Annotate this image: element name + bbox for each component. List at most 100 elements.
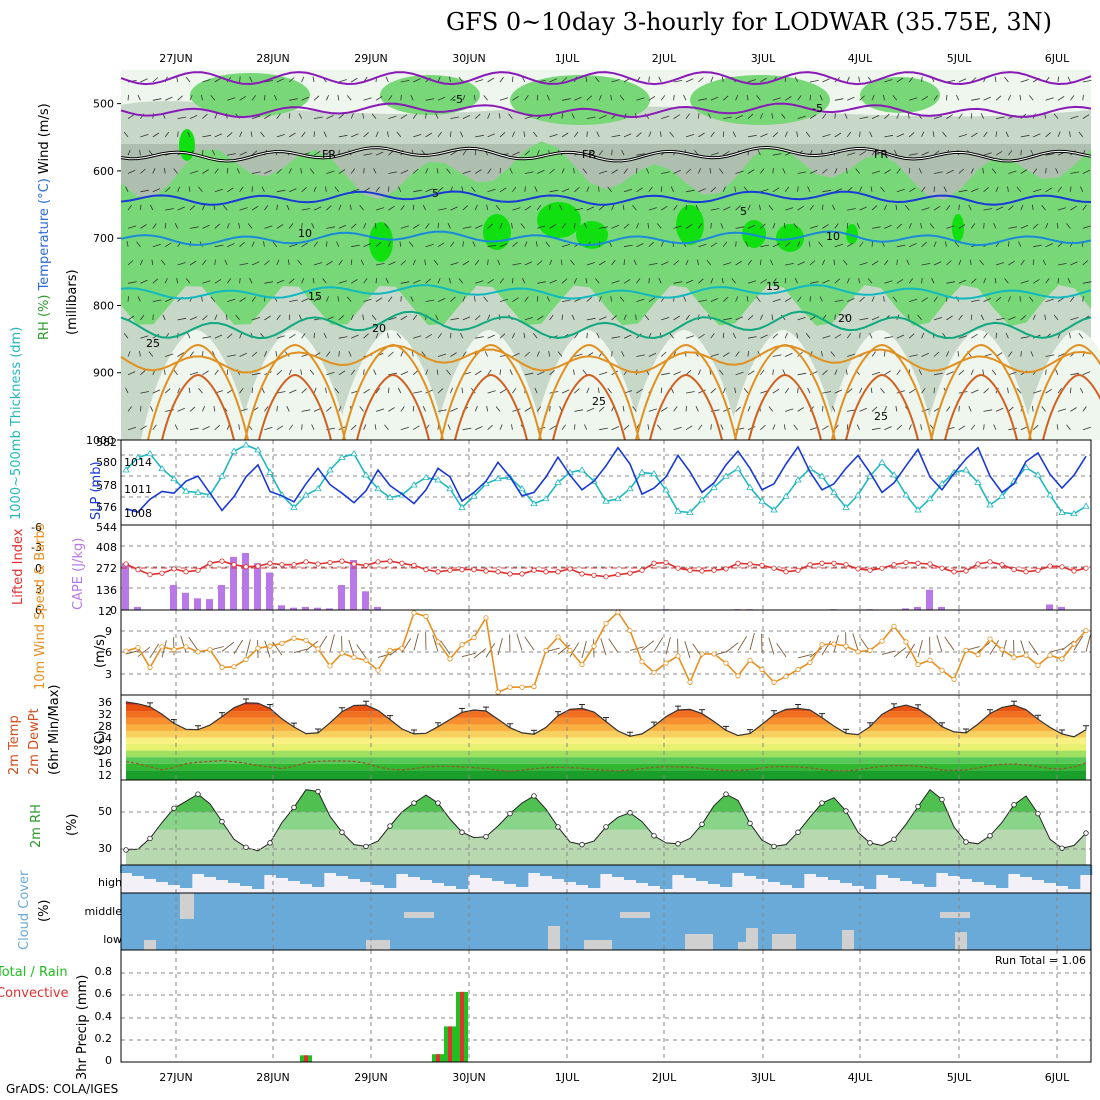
wind-barb: [895, 204, 898, 211]
wind-barb: [1032, 314, 1036, 321]
wind-barb: [822, 279, 830, 284]
rh-marker: [771, 843, 777, 850]
wind-barb: [214, 334, 223, 339]
y-tick-label: 32: [98, 708, 112, 721]
precip-conv-bar: [448, 1026, 452, 1062]
wind-barb: [648, 297, 656, 302]
lifted-index-line-marker: [1059, 564, 1065, 570]
wind-barb: [536, 406, 542, 412]
wind-barb: [884, 134, 894, 138]
thickness-line-marker: [1082, 502, 1090, 509]
wind-barb: [586, 317, 596, 321]
isotherm-fr-core: [120, 146, 1092, 162]
wind-speed-line-marker: [531, 683, 537, 690]
wind-barb: [375, 207, 385, 211]
wind-barb: [1019, 94, 1022, 101]
wind-barb: [1070, 317, 1079, 321]
lifted-index-line-marker: [1035, 567, 1041, 573]
wind-barb: [834, 299, 844, 302]
wind-barb: [847, 96, 855, 101]
wind-barb: [685, 189, 695, 193]
rh-marker: [579, 841, 585, 848]
wind-barb: [375, 241, 382, 247]
wind-barb: [946, 114, 953, 119]
lifted-index-line-marker: [327, 559, 333, 566]
wind-barb: [1032, 279, 1040, 284]
thickness-line-marker: [182, 487, 190, 494]
y-tick-label: 24: [98, 732, 112, 745]
wind-speed-line-marker: [183, 644, 189, 650]
wind-barb: [884, 224, 892, 229]
lifted-index-line-marker: [555, 569, 561, 575]
wind-barb: [896, 424, 903, 430]
wind-barb: [808, 241, 811, 247]
wind-barb: [1005, 131, 1009, 138]
lifted-axis-label: Lifted Index: [11, 528, 26, 605]
wind-barb: [574, 424, 576, 430]
wind-barb: [599, 115, 607, 119]
cloud-high-bar: [600, 865, 613, 874]
wind-barb: [784, 96, 792, 101]
wind-barb: [710, 424, 712, 430]
wind-barb: [413, 279, 421, 284]
lifted-index-line-marker: [135, 567, 141, 573]
y-tick-label: 50: [98, 805, 112, 818]
wind-barb: [298, 113, 302, 119]
wind-barb: [127, 204, 132, 211]
wind-barb: [586, 296, 593, 302]
cloud-high-bar: [1044, 865, 1057, 883]
wind-barb: [534, 387, 538, 394]
wind-speed-line-marker: [363, 657, 369, 663]
wind-barb: [621, 351, 625, 357]
wind-barb: [165, 353, 174, 357]
wind-barb: [450, 317, 460, 321]
wind-barb: [189, 94, 193, 101]
wind-barb: [400, 406, 405, 412]
wind-speed-line-marker: [351, 654, 357, 661]
wind-barb: [995, 407, 1004, 412]
wind-barb: [326, 351, 331, 357]
wind-barb: [239, 131, 243, 138]
wind-barb: [943, 186, 947, 192]
wind-barb: [549, 370, 555, 376]
wind-barb: [656, 223, 662, 229]
wind-speed-line-marker: [663, 660, 669, 666]
thickness-axis-label: 1000~500mb Thickness (dm): [9, 327, 24, 520]
thickness-line-marker: [794, 476, 802, 483]
wind-barb: [822, 134, 831, 138]
wind-barb: [1032, 259, 1035, 266]
wind-barb: [288, 168, 292, 174]
wind-barb: [512, 131, 515, 138]
wind-barb: [337, 296, 340, 302]
wind-barb: [164, 131, 170, 138]
wind-barb: [202, 113, 208, 119]
wind-barb: [152, 168, 156, 174]
wind-barb: [187, 332, 191, 339]
wind-barb: [731, 278, 736, 284]
wind-barb: [313, 387, 317, 394]
wind-barb: [722, 296, 729, 302]
wind-barb: [512, 186, 517, 193]
wind-barb: [152, 278, 159, 284]
thickness-line-marker: [734, 464, 742, 472]
wind-barb: [735, 241, 737, 247]
wind-barb: [772, 369, 774, 375]
wind10m-barb: [149, 643, 160, 659]
wind-barb: [921, 387, 926, 394]
wind-speed-line-marker: [135, 644, 141, 651]
wind-barb: [326, 150, 331, 156]
wind-barb: [1033, 390, 1042, 394]
wind-barb: [982, 168, 984, 174]
isotherm-label: -5: [452, 93, 463, 106]
wind-barb: [1057, 263, 1067, 266]
wind10m-barb: [305, 640, 319, 651]
wind-barb: [462, 316, 471, 321]
wind-barb: [462, 115, 471, 119]
thickness-line-marker: [602, 497, 610, 504]
cloud-high-bar: [492, 865, 505, 881]
wind-barb: [871, 226, 881, 229]
wind-barb: [710, 222, 712, 229]
lifted-index-line-marker: [879, 565, 885, 571]
lifted-label-g: Lifted Index: [11, 528, 26, 605]
wind-barb: [673, 94, 675, 101]
